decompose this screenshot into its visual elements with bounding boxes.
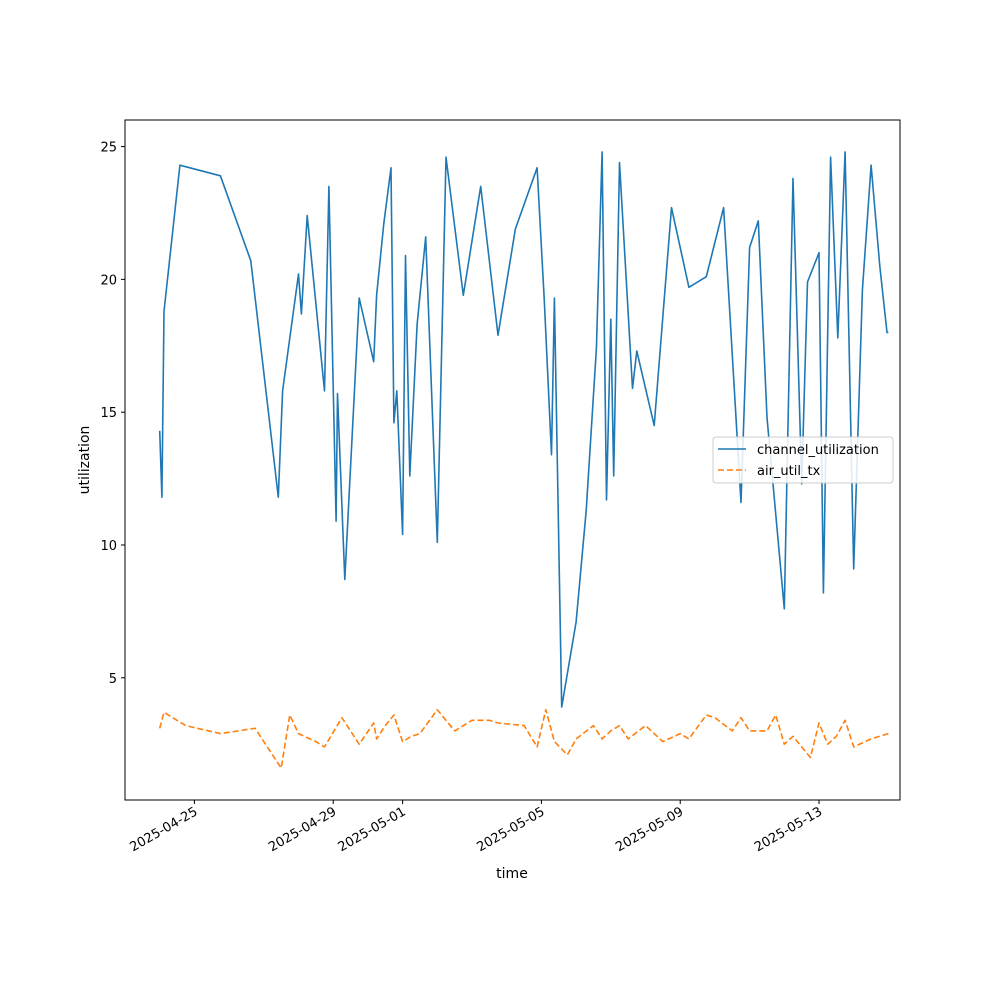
legend-box [712, 436, 894, 484]
y-axis-title: utilization [77, 426, 93, 495]
y-tick-label: 25 [100, 141, 117, 156]
y-axis: 5 10 15 20 25 [100, 141, 125, 687]
y-tick-label: 15 [100, 406, 117, 421]
legend-label-channel_utilization: channel_utilization [757, 443, 879, 458]
x-axis-title: time [496, 866, 528, 882]
series-line-air_util_tx [158, 708, 889, 769]
legend: channel_utilization air_util_tx [712, 436, 894, 484]
plot-frame [124, 119, 901, 801]
y-tick-label: 20 [100, 273, 117, 288]
series-line-channel_utilization [158, 151, 889, 708]
series-layer [158, 151, 889, 769]
y-tick-label: 10 [100, 539, 117, 554]
legend-label-air_util_tx: air_util_tx [757, 464, 821, 479]
y-tick-label: 5 [109, 672, 117, 687]
